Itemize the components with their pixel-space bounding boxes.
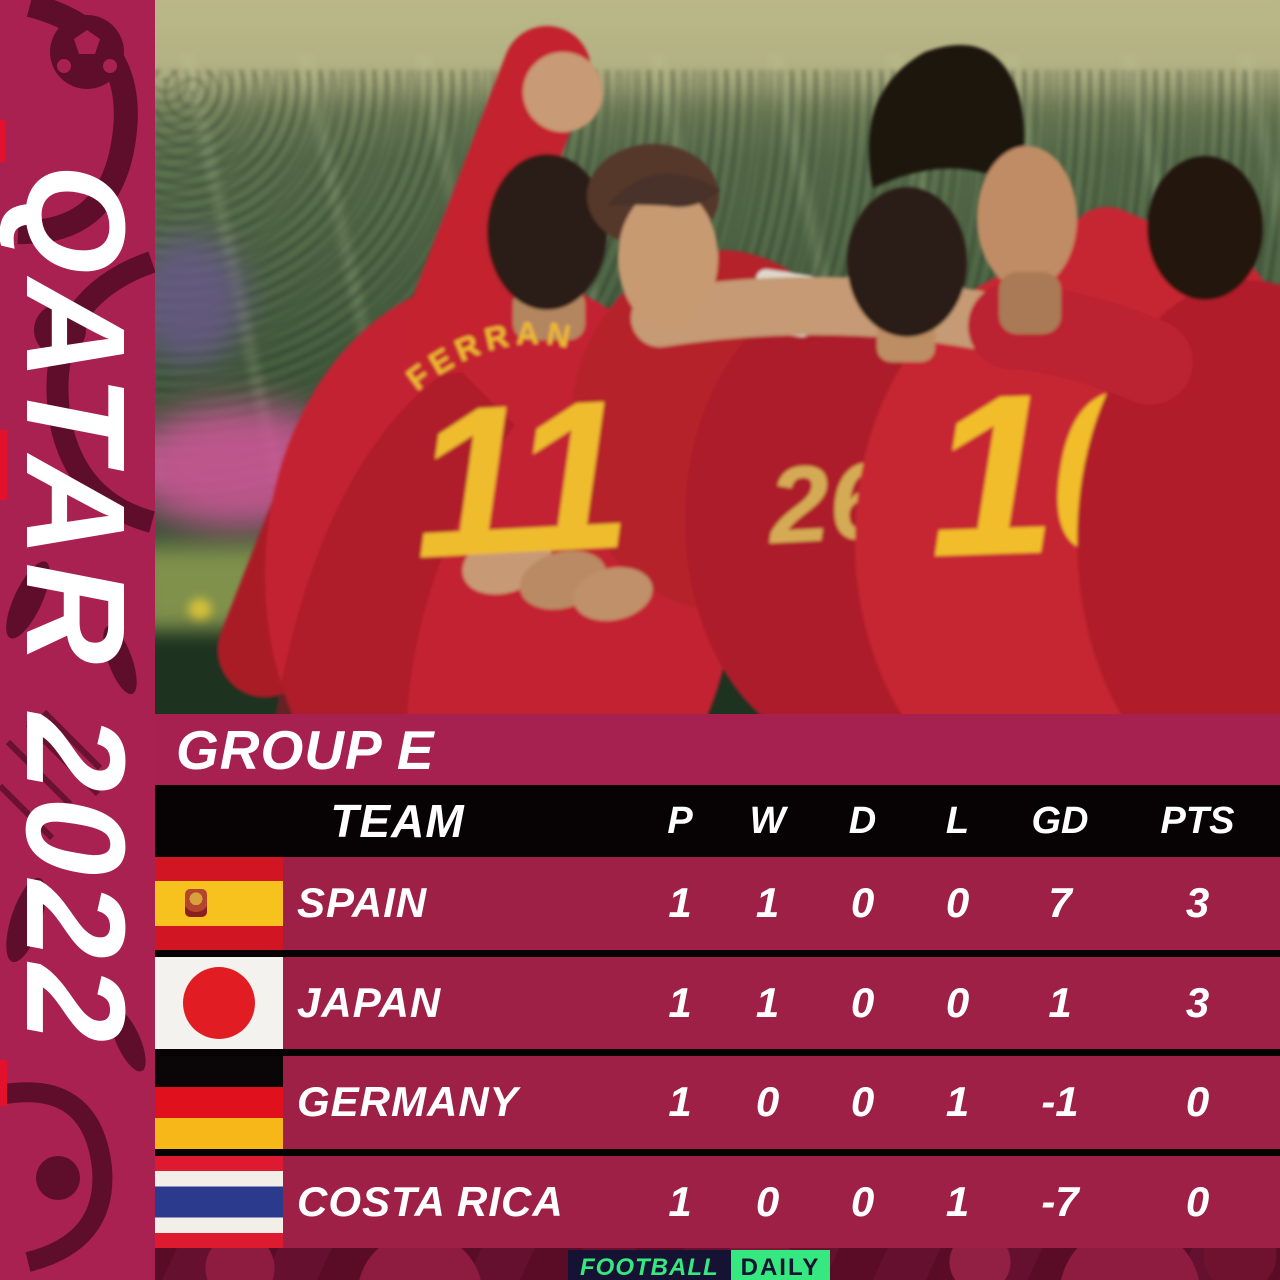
group-title-band: GROUP E <box>155 714 1280 785</box>
player4-face <box>977 146 1077 290</box>
column-header-gd: GD <box>1031 799 1089 842</box>
player1-head <box>487 154 607 310</box>
stat-value: 0 <box>945 879 970 927</box>
player3-head <box>847 187 967 337</box>
stat-value: 0 <box>1185 1177 1210 1225</box>
stat-value: 1 <box>1048 978 1072 1026</box>
table-row: SPAIN 1 1 0 0 7 3 <box>155 857 1280 957</box>
team-name: GERMANY <box>297 1078 519 1126</box>
team-photo: 26 10 <box>155 0 1280 717</box>
stat-value: 1 <box>755 978 780 1026</box>
table-row: GERMANY 1 0 0 1 -1 0 <box>155 1056 1280 1156</box>
costa-rica-flag <box>155 1155 283 1248</box>
column-header-l: L <box>945 799 970 842</box>
stat-value: 0 <box>755 1177 780 1225</box>
stat-value: 3 <box>1185 879 1210 927</box>
stat-value: 1 <box>668 978 692 1026</box>
table-row: JAPAN 1 1 0 0 1 3 <box>155 956 1280 1056</box>
player2-face <box>618 188 718 328</box>
stat-value: 0 <box>755 1078 780 1126</box>
column-header-p: P <box>667 799 693 842</box>
jersey-number-11: 11 <box>407 355 631 603</box>
stat-value: 0 <box>850 1177 875 1225</box>
stat-value: 7 <box>1048 879 1072 927</box>
players-illustration: 26 10 <box>217 26 1280 717</box>
stat-value: 0 <box>945 978 970 1026</box>
stat-value: 1 <box>755 879 780 927</box>
table-row: COSTA RICA 1 0 0 1 -7 0 <box>155 1155 1280 1248</box>
spain-flag <box>155 857 283 950</box>
stat-value: 0 <box>850 978 875 1026</box>
brand-daily: DAILY <box>730 1250 831 1280</box>
stat-value: 1 <box>945 1078 970 1126</box>
stat-value: -1 <box>1041 1078 1079 1126</box>
team-name: SPAIN <box>297 879 428 927</box>
column-header-d: D <box>848 799 877 842</box>
hand-on-head <box>523 52 603 132</box>
sidebar: QATAR 2022 <box>0 0 155 1280</box>
event-vertical-title: QATAR 2022 <box>0 164 155 1048</box>
table-header: TEAM P W D L GD PTS <box>155 785 1280 857</box>
player5-head <box>1147 156 1263 300</box>
stat-value: -7 <box>1041 1177 1079 1225</box>
stadium-light-band <box>155 0 1280 90</box>
stat-value: 1 <box>945 1177 970 1225</box>
brand-logo: FOOTBALL DAILY <box>568 1250 831 1280</box>
group-title: GROUP E <box>176 718 435 781</box>
team-name: JAPAN <box>297 978 442 1026</box>
germany-flag <box>155 1056 283 1149</box>
column-header-team: TEAM <box>330 795 465 847</box>
stat-value: 0 <box>850 1078 875 1126</box>
player4-hair <box>868 44 1025 189</box>
sidebar-pattern <box>0 0 155 1272</box>
column-header-w: W <box>749 799 786 842</box>
stat-value: 0 <box>850 879 875 927</box>
column-header-pts: PTS <box>1160 799 1235 842</box>
table-rows: SPAIN 1 1 0 0 7 3 JAPAN 1 1 0 0 1 3 GERMANY 1 0 0 1 -1 0 COST… <box>155 857 1280 1248</box>
team-name: COSTA RICA <box>297 1177 564 1225</box>
brand-football: FOOTBALL <box>568 1250 731 1280</box>
stat-value: 0 <box>1185 1078 1210 1126</box>
stat-value: 3 <box>1185 978 1210 1026</box>
stat-value: 1 <box>668 1078 692 1126</box>
japan-flag <box>155 956 283 1049</box>
stat-value: 1 <box>668 879 692 927</box>
blur-purple-light <box>155 235 245 365</box>
stat-value: 1 <box>668 1177 692 1225</box>
